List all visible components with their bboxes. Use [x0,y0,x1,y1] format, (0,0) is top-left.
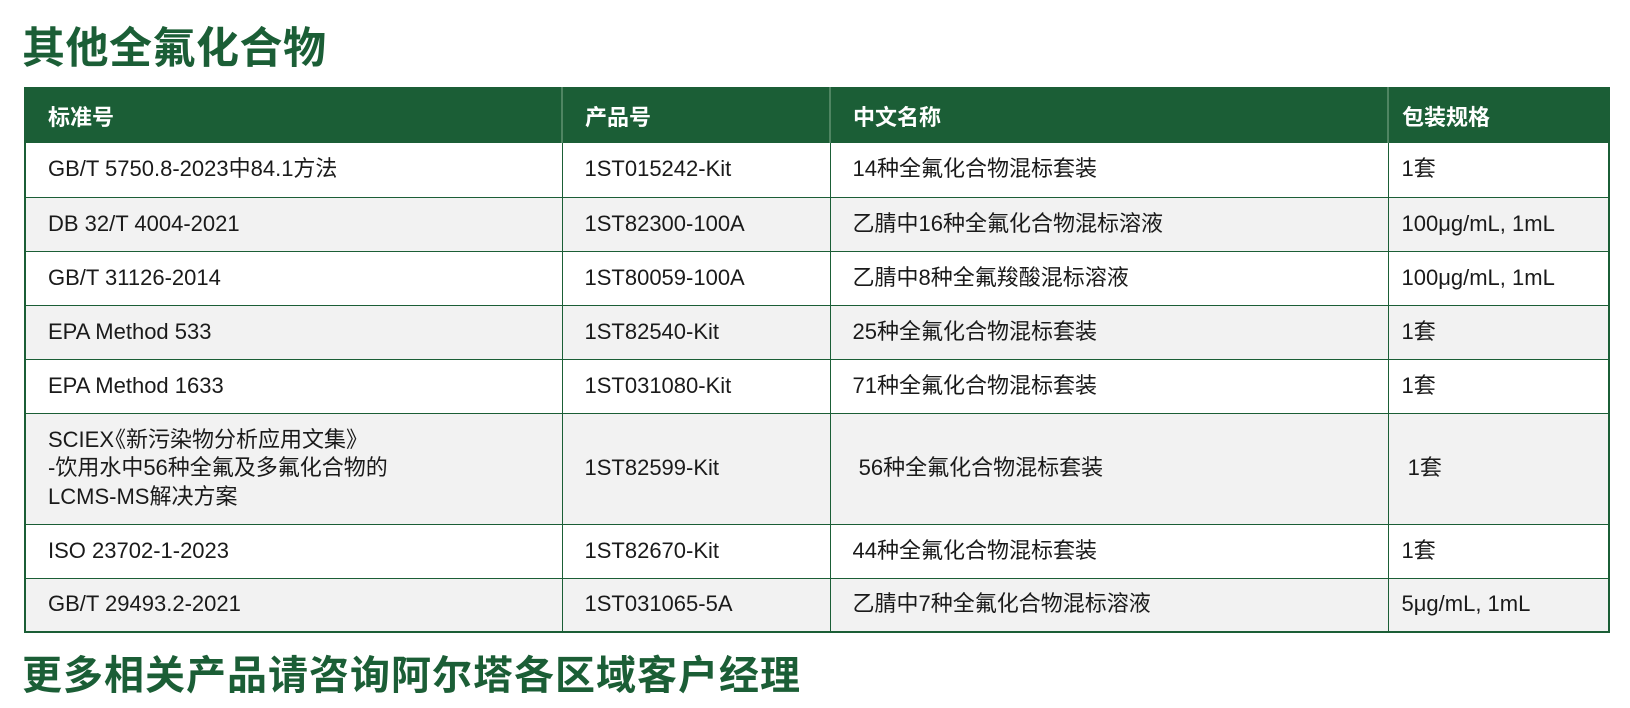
svg-text:更多相关产品请咨询阿尔塔各区域客户经理: 更多相关产品请咨询阿尔塔各区域客户经理 [22,643,801,701]
svg-text:其他全氟化合物: 其他全氟化合物 [22,14,327,76]
